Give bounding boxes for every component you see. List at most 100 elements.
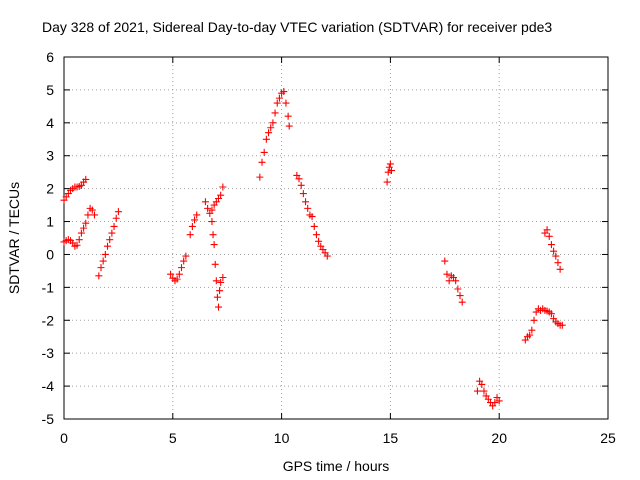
data-point xyxy=(267,124,275,132)
data-point xyxy=(82,219,90,227)
data-point xyxy=(212,277,220,285)
data-point xyxy=(216,287,224,295)
series-arc-12 xyxy=(473,377,503,410)
data-point xyxy=(285,122,293,130)
data-point xyxy=(554,259,562,267)
data-point xyxy=(173,275,181,283)
series-arc-2 xyxy=(60,204,98,250)
data-point xyxy=(201,198,209,206)
data-point xyxy=(315,237,323,245)
data-point xyxy=(478,380,486,388)
chart-title: Day 328 of 2021, Sidereal Day-to-day VTE… xyxy=(42,19,552,35)
data-point xyxy=(271,109,279,117)
y-axis-label: SDTVAR / TECUs xyxy=(6,182,22,294)
series-arc-4 xyxy=(167,252,190,285)
series-arc-11 xyxy=(441,257,466,306)
data-point xyxy=(452,277,460,285)
data-point xyxy=(260,148,268,156)
data-point xyxy=(384,168,392,176)
data-point xyxy=(104,242,112,250)
x-tick-label: 5 xyxy=(169,430,177,446)
data-point xyxy=(167,270,175,278)
series-arc-9 xyxy=(293,171,331,260)
data-point xyxy=(219,273,227,281)
data-point xyxy=(90,211,98,219)
x-tick-label: 0 xyxy=(60,430,68,446)
data-point xyxy=(473,387,481,395)
data-point xyxy=(208,218,216,226)
data-point xyxy=(114,208,122,216)
data-point xyxy=(556,265,564,273)
data-point xyxy=(495,397,503,405)
data-point xyxy=(275,94,283,102)
y-tick-label: -5 xyxy=(42,411,55,427)
data-point xyxy=(219,183,227,191)
data-point xyxy=(108,229,116,237)
y-tick-label: -3 xyxy=(42,345,55,361)
data-point xyxy=(547,310,555,318)
data-point xyxy=(456,292,464,300)
data-point xyxy=(443,270,451,278)
y-tick-label: 3 xyxy=(46,148,54,164)
series-arc-13 xyxy=(521,305,566,344)
data-point xyxy=(310,222,318,230)
data-point xyxy=(302,198,310,206)
data-point xyxy=(552,252,560,260)
data-point xyxy=(101,250,109,258)
data-point xyxy=(214,303,222,311)
data-point xyxy=(80,224,88,232)
series-arc-1 xyxy=(60,175,90,204)
data-point xyxy=(273,99,281,107)
data-point xyxy=(175,270,183,278)
data-point xyxy=(386,160,394,168)
data-point xyxy=(547,241,555,249)
data-point xyxy=(480,387,488,395)
y-tick-label: 6 xyxy=(46,49,54,65)
data-point xyxy=(256,173,264,181)
series-arc-10 xyxy=(383,160,395,186)
data-point xyxy=(543,226,551,234)
data-point xyxy=(530,316,538,324)
series-arc-14 xyxy=(541,226,564,273)
data-point xyxy=(209,231,217,239)
data-point xyxy=(299,190,307,198)
data-point xyxy=(383,178,391,186)
series-arc-8 xyxy=(256,88,293,181)
y-tick-label: -1 xyxy=(42,279,55,295)
y-tick-label: -4 xyxy=(42,378,55,394)
data-point xyxy=(550,247,558,255)
y-tick-label: 0 xyxy=(46,246,54,262)
tick-labels: 0 5 10 15 20 25 -5 -4 -3 -2 -1 0 1 2 3 4 5 6 xyxy=(42,49,616,446)
data-point xyxy=(180,257,188,265)
data-point xyxy=(84,211,92,219)
data-point xyxy=(545,232,553,240)
data-point xyxy=(323,252,331,260)
x-tick-label: 25 xyxy=(600,430,616,446)
data-point xyxy=(295,175,303,183)
data-point xyxy=(282,99,290,107)
data-point xyxy=(182,252,190,260)
data-point xyxy=(284,112,292,120)
data-point xyxy=(191,216,199,224)
y-tick-label: 4 xyxy=(46,115,54,131)
series-arc-7 xyxy=(208,218,227,311)
data-point xyxy=(211,260,219,268)
data-point xyxy=(297,181,305,189)
data-point xyxy=(208,206,216,214)
data-point xyxy=(312,231,320,239)
data-point xyxy=(304,204,312,212)
data-point xyxy=(441,257,449,265)
data-point xyxy=(528,326,536,334)
data-point xyxy=(73,241,81,249)
data-point xyxy=(308,213,316,221)
series-arc-6 xyxy=(201,183,227,217)
data-point xyxy=(387,167,395,175)
data-point xyxy=(210,241,218,249)
grid xyxy=(64,57,608,419)
data-point xyxy=(258,158,266,166)
data-point xyxy=(193,211,201,219)
data-point xyxy=(265,129,273,137)
data-point xyxy=(558,321,566,329)
data-point xyxy=(95,272,103,280)
